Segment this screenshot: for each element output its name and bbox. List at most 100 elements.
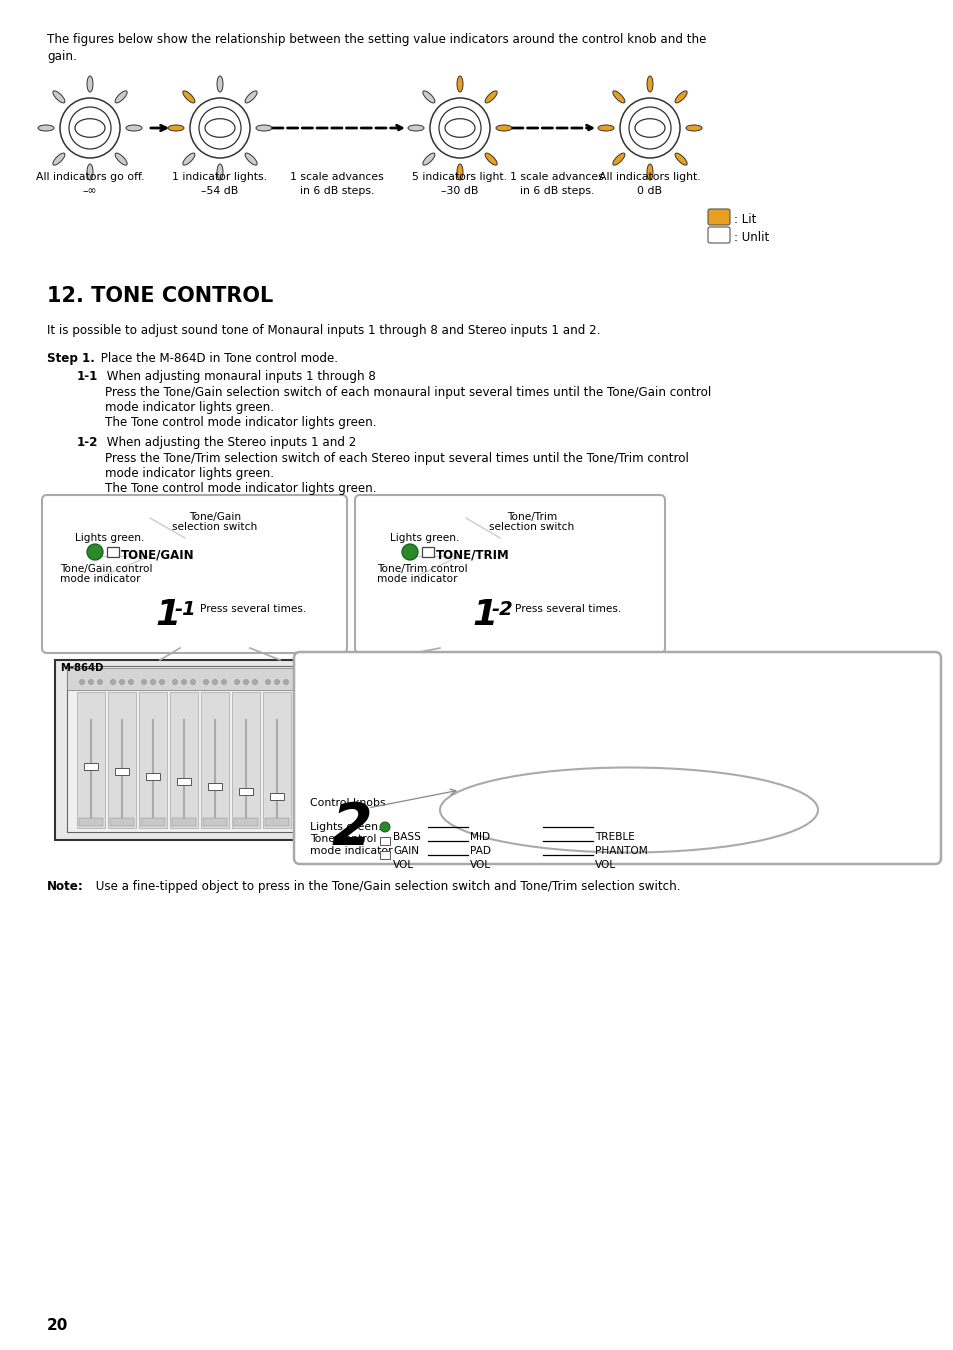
FancyBboxPatch shape bbox=[355, 495, 664, 653]
Ellipse shape bbox=[496, 126, 512, 131]
Ellipse shape bbox=[87, 76, 92, 92]
Ellipse shape bbox=[205, 119, 234, 138]
Text: All indicators go off.: All indicators go off. bbox=[35, 171, 144, 182]
Ellipse shape bbox=[646, 76, 652, 92]
Text: Lights green.: Lights green. bbox=[390, 533, 459, 543]
Text: 0 dB: 0 dB bbox=[637, 186, 661, 196]
Text: GAIN: GAIN bbox=[393, 846, 418, 856]
Text: Tone/Trim: Tone/Trim bbox=[506, 512, 557, 522]
Text: The figures below show the relationship between the setting value indicators aro: The figures below show the relationship … bbox=[47, 32, 705, 46]
FancyBboxPatch shape bbox=[707, 227, 729, 243]
Text: mode indicator lights green.: mode indicator lights green. bbox=[105, 467, 274, 481]
Circle shape bbox=[274, 679, 279, 684]
Ellipse shape bbox=[245, 153, 257, 165]
Text: 1-1: 1-1 bbox=[77, 370, 98, 383]
FancyBboxPatch shape bbox=[707, 209, 729, 225]
Ellipse shape bbox=[621, 842, 627, 859]
Circle shape bbox=[151, 679, 155, 684]
Text: –30 dB: –30 dB bbox=[441, 186, 478, 196]
Ellipse shape bbox=[521, 807, 537, 813]
Circle shape bbox=[628, 107, 670, 148]
Bar bbox=[208, 783, 222, 790]
Ellipse shape bbox=[484, 90, 497, 103]
Circle shape bbox=[749, 792, 785, 828]
Circle shape bbox=[79, 679, 85, 684]
Text: Note:: Note: bbox=[47, 880, 84, 892]
Ellipse shape bbox=[733, 832, 745, 844]
Text: : Lit: : Lit bbox=[733, 213, 756, 225]
Bar bbox=[201, 693, 229, 828]
Text: It is possible to adjust sound tone of Monaural inputs 1 through 8 and Stereo in: It is possible to adjust sound tone of M… bbox=[47, 324, 599, 338]
Bar bbox=[170, 693, 198, 828]
Circle shape bbox=[69, 107, 111, 148]
Ellipse shape bbox=[87, 163, 92, 180]
Text: selection switch: selection switch bbox=[489, 522, 574, 532]
Circle shape bbox=[111, 679, 115, 684]
Circle shape bbox=[221, 679, 226, 684]
Ellipse shape bbox=[675, 90, 686, 103]
Text: Use a fine-tipped object to press in the Tone/Gain selection switch and Tone/Tri: Use a fine-tipped object to press in the… bbox=[91, 880, 679, 892]
Bar bbox=[108, 693, 136, 828]
Bar bbox=[107, 547, 119, 558]
Ellipse shape bbox=[512, 832, 524, 844]
Text: Lights green.: Lights green. bbox=[310, 822, 381, 832]
Ellipse shape bbox=[789, 776, 801, 788]
Ellipse shape bbox=[800, 807, 815, 813]
Text: gain.: gain. bbox=[47, 50, 76, 63]
Bar bbox=[379, 837, 390, 845]
Text: VOL: VOL bbox=[470, 860, 491, 869]
Text: in 6 dB steps.: in 6 dB steps. bbox=[299, 186, 374, 196]
FancyBboxPatch shape bbox=[42, 495, 347, 653]
Circle shape bbox=[265, 679, 271, 684]
Circle shape bbox=[181, 679, 186, 684]
Bar bbox=[55, 660, 519, 840]
Circle shape bbox=[430, 99, 490, 158]
Circle shape bbox=[436, 737, 453, 753]
Text: 1 scale advances: 1 scale advances bbox=[290, 171, 383, 182]
Text: MID: MID bbox=[470, 832, 490, 842]
Ellipse shape bbox=[422, 153, 435, 165]
Circle shape bbox=[463, 784, 516, 836]
Circle shape bbox=[350, 730, 379, 760]
Ellipse shape bbox=[733, 776, 745, 788]
Bar bbox=[421, 547, 434, 558]
Ellipse shape bbox=[754, 802, 781, 818]
Text: 12. TONE CONTROL: 12. TONE CONTROL bbox=[47, 286, 273, 306]
Text: MID: MID bbox=[399, 819, 410, 823]
Circle shape bbox=[619, 99, 679, 158]
Text: 2: 2 bbox=[332, 801, 372, 857]
Text: in 6 dB steps.: in 6 dB steps. bbox=[519, 186, 594, 196]
Text: Control knobs: Control knobs bbox=[310, 798, 385, 809]
Ellipse shape bbox=[675, 153, 686, 165]
Ellipse shape bbox=[38, 126, 54, 131]
Bar bbox=[141, 818, 165, 826]
Ellipse shape bbox=[456, 163, 462, 180]
Circle shape bbox=[141, 679, 147, 684]
Text: Tone/Trim control: Tone/Trim control bbox=[376, 564, 467, 574]
Text: TONE/TRIM: TONE/TRIM bbox=[436, 549, 509, 562]
Text: The Tone control mode indicator lights green.: The Tone control mode indicator lights g… bbox=[105, 416, 376, 429]
Ellipse shape bbox=[422, 90, 435, 103]
Circle shape bbox=[172, 679, 177, 684]
Circle shape bbox=[60, 99, 120, 158]
Bar bbox=[270, 792, 284, 801]
Circle shape bbox=[159, 679, 164, 684]
Ellipse shape bbox=[646, 776, 659, 788]
Circle shape bbox=[472, 792, 508, 828]
Ellipse shape bbox=[621, 761, 627, 778]
Ellipse shape bbox=[52, 90, 65, 103]
Circle shape bbox=[741, 784, 793, 836]
Text: mode indicator: mode indicator bbox=[310, 846, 393, 856]
Text: -1: -1 bbox=[174, 599, 196, 620]
Ellipse shape bbox=[75, 119, 105, 138]
Circle shape bbox=[199, 107, 241, 148]
Text: 1 scale advances: 1 scale advances bbox=[510, 171, 603, 182]
Ellipse shape bbox=[512, 776, 524, 788]
Text: Press the Tone/Gain selection switch of each monaural input several times until : Press the Tone/Gain selection switch of … bbox=[105, 386, 711, 400]
Ellipse shape bbox=[590, 832, 602, 844]
Text: Tone/Gain control: Tone/Gain control bbox=[60, 564, 152, 574]
Ellipse shape bbox=[646, 832, 659, 844]
Text: Press several times.: Press several times. bbox=[200, 603, 306, 614]
Text: BASS: BASS bbox=[393, 832, 420, 842]
Ellipse shape bbox=[646, 163, 652, 180]
